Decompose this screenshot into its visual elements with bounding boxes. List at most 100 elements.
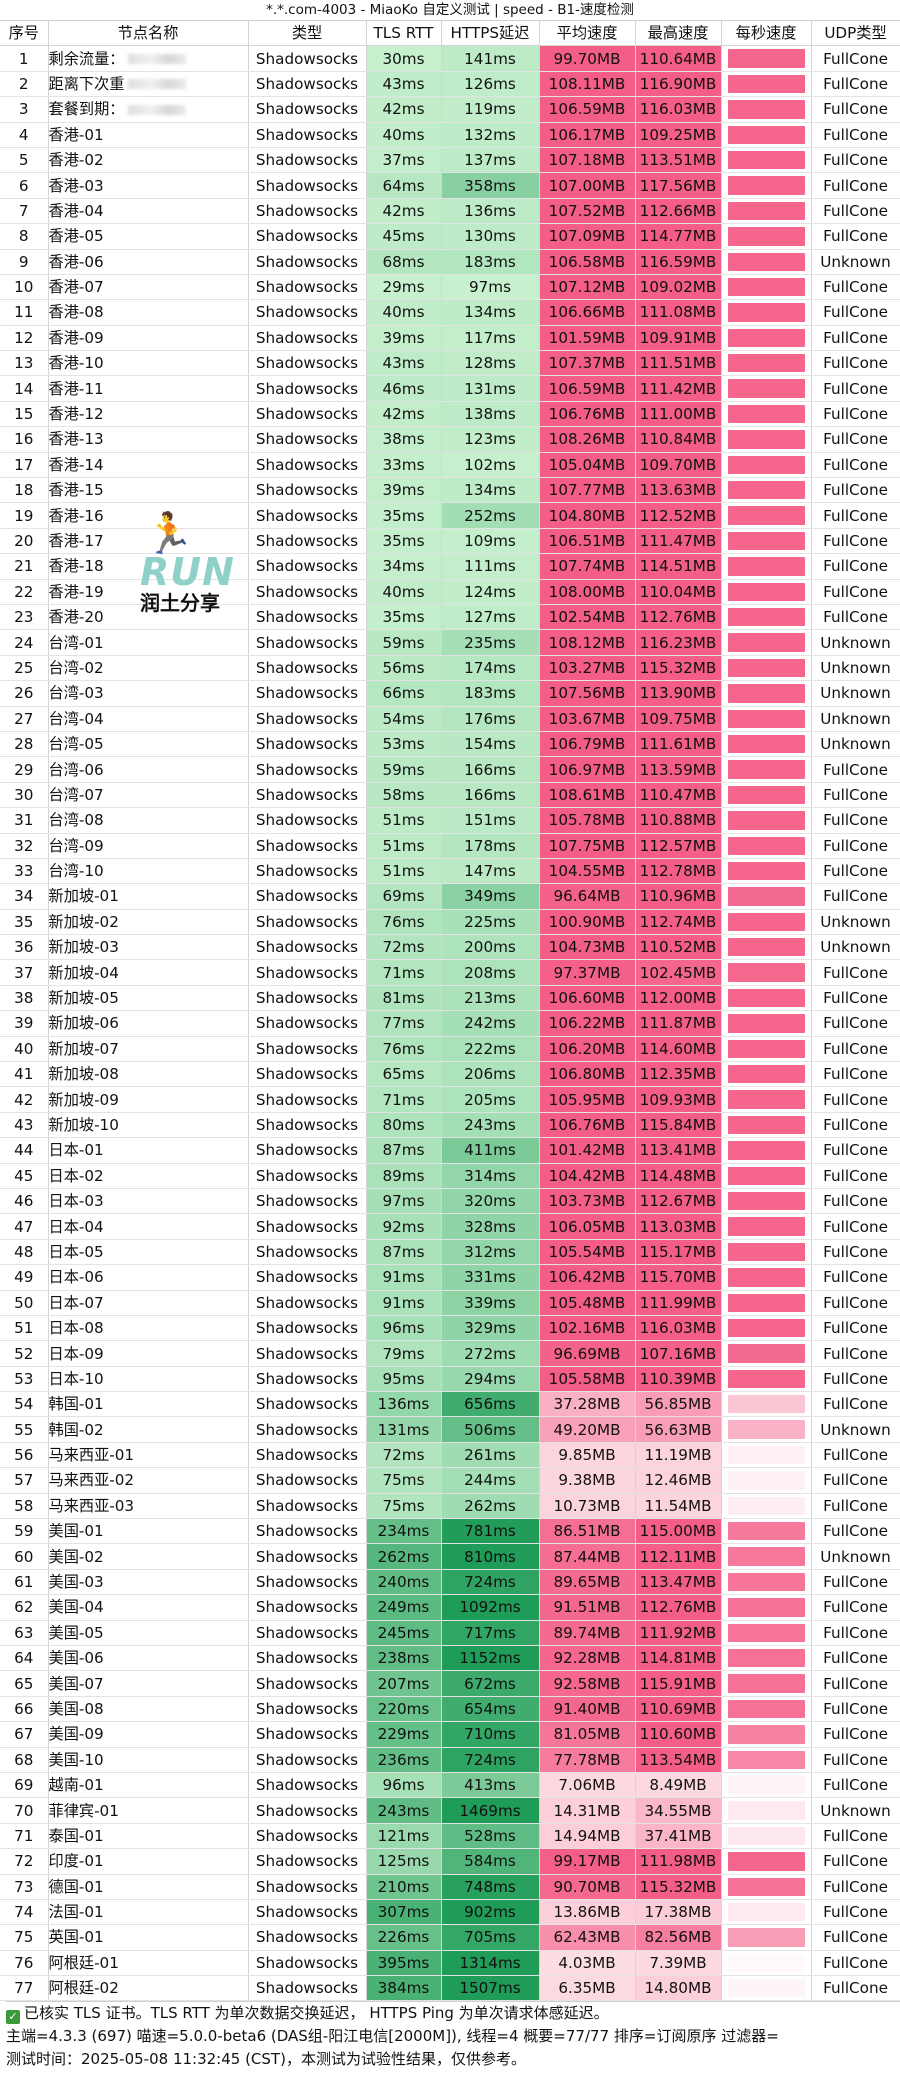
node-type-text: Shadowsocks <box>255 405 359 424</box>
table-row[interactable]: 41 新加坡-08 Shadowsocks 65ms 206ms 106.80MB 112.… <box>0 1061 900 1088</box>
table-row[interactable]: 29 台湾-06 Shadowsocks 59ms 166ms 106.97MB 113.5… <box>0 756 900 783</box>
table-row[interactable]: 52 日本-09 Shadowsocks 79ms 272ms 96.69MB 107.16… <box>0 1340 900 1367</box>
column-header[interactable]: 类型 <box>248 21 367 47</box>
table-row[interactable]: 31 台湾-08 Shadowsocks 51ms 151ms 105.78MB 110.8… <box>0 807 900 834</box>
table-row[interactable]: 57 马来西亚-02 Shadowsocks 75ms 244ms 9.38MB 12.46… <box>0 1467 900 1494</box>
column-header[interactable]: TLS RTT <box>366 21 442 47</box>
node-name-text: 新加坡-06 <box>48 1014 119 1033</box>
table-row[interactable]: 37 新加坡-04 Shadowsocks 71ms 208ms 97.37MB 102.4… <box>0 959 900 986</box>
table-row[interactable]: 50 日本-07 Shadowsocks 91ms 339ms 105.48MB 111.9… <box>0 1290 900 1316</box>
column-header[interactable]: HTTPS延迟 <box>441 21 540 47</box>
table-row[interactable]: 77 阿根廷-02 Shadowsocks 384ms 1507ms 6.35MB 14.8… <box>0 1975 900 2002</box>
table-row[interactable]: 17 香港-14 Shadowsocks 33ms 102ms 105.04MB 109.7… <box>0 452 900 479</box>
table-row[interactable]: 8 香港-05 Shadowsocks 45ms 130ms 107.09MB 114.77… <box>0 223 900 250</box>
table-row[interactable]: 56 马来西亚-01 Shadowsocks 72ms 261ms 9.85MB 11.19… <box>0 1442 900 1469</box>
table-row[interactable]: 69 越南-01 Shadowsocks 96ms 413ms 7.06MB 8.49MB F… <box>0 1772 900 1799</box>
row-index: 2 <box>0 71 49 98</box>
https-latency-text: 117ms <box>464 328 516 347</box>
table-row[interactable]: 49 日本-06 Shadowsocks 91ms 331ms 106.42MB 115.7… <box>0 1264 900 1291</box>
table-row[interactable]: 10 香港-07 Shadowsocks 29ms 97ms 107.12MB 109.02… <box>0 274 900 301</box>
table-row[interactable]: 75 英国-01 Shadowsocks 226ms 705ms 62.43MB 82.56… <box>0 1924 900 1951</box>
table-row[interactable]: 32 台湾-09 Shadowsocks 51ms 178ms 107.75MB 112.5… <box>0 833 900 859</box>
table-row[interactable]: 38 新加坡-05 Shadowsocks 81ms 213ms 106.60MB 112.… <box>0 985 900 1012</box>
table-row[interactable]: 68 美国-10 Shadowsocks 236ms 724ms 77.78MB 113.5… <box>0 1747 900 1773</box>
column-header[interactable]: 平均速度 <box>539 21 636 47</box>
udp-type: FullCone <box>811 1188 900 1215</box>
table-row[interactable]: 43 新加坡-10 Shadowsocks 80ms 243ms 106.76MB 115.… <box>0 1112 900 1139</box>
table-row[interactable]: 62 美国-04 Shadowsocks 249ms 1092ms 91.51MB 112.… <box>0 1594 900 1621</box>
table-row[interactable]: 73 德国-01 Shadowsocks 210ms 748ms 90.70MB 115.3… <box>0 1874 900 1900</box>
column-header[interactable]: 最高速度 <box>635 21 722 47</box>
table-row[interactable]: 15 香港-12 Shadowsocks 42ms 138ms 106.76MB 111.0… <box>0 401 900 428</box>
table-row[interactable]: 48 日本-05 Shadowsocks 87ms 312ms 105.54MB 115.1… <box>0 1239 900 1266</box>
https-latency: 131ms <box>441 375 540 402</box>
table-row[interactable]: 2 距离下次重 Shadowsocks 43ms 126ms 108.11MB 116.90… <box>0 71 900 98</box>
table-row[interactable]: 19 香港-16 Shadowsocks 35ms 252ms 104.80MB 112.5… <box>0 502 900 529</box>
table-row[interactable]: 33 台湾-10 Shadowsocks 51ms 147ms 104.55MB 112.7… <box>0 858 900 885</box>
table-row[interactable]: 22 香港-19 Shadowsocks 40ms 124ms 108.00MB 110.0… <box>0 579 900 605</box>
table-row[interactable]: 4 香港-01 Shadowsocks 40ms 132ms 106.17MB 109.25… <box>0 122 900 148</box>
column-header[interactable]: 序号 <box>0 21 49 47</box>
table-row[interactable]: 27 台湾-04 Shadowsocks 54ms 176ms 103.67MB 109.7… <box>0 706 900 732</box>
table-row[interactable]: 26 台湾-03 Shadowsocks 66ms 183ms 107.56MB 113.9… <box>0 680 900 707</box>
table-row[interactable]: 30 台湾-07 Shadowsocks 58ms 166ms 108.61MB 110.4… <box>0 782 900 809</box>
table-row[interactable]: 72 印度-01 Shadowsocks 125ms 584ms 99.17MB 111.9… <box>0 1848 900 1875</box>
column-header[interactable]: UDP类型 <box>811 21 900 47</box>
table-row[interactable]: 24 台湾-01 Shadowsocks 59ms 235ms 108.12MB 116.2… <box>0 629 900 656</box>
table-row[interactable]: 66 美国-08 Shadowsocks 220ms 654ms 91.40MB 110.6… <box>0 1696 900 1723</box>
tls-rtt: 79ms <box>366 1340 442 1367</box>
column-header[interactable]: 每秒速度 <box>721 21 812 47</box>
table-row[interactable]: 60 美国-02 Shadowsocks 262ms 810ms 87.44MB 112.1… <box>0 1543 900 1570</box>
table-row[interactable]: 42 新加坡-09 Shadowsocks 71ms 205ms 105.95MB 109.… <box>0 1086 900 1113</box>
node-type-text: Shadowsocks <box>255 176 359 195</box>
node-type-text: Shadowsocks <box>255 1090 359 1109</box>
table-row[interactable]: 65 美国-07 Shadowsocks 207ms 672ms 92.58MB 115.9… <box>0 1670 900 1697</box>
avg-speed-text: 106.51MB <box>548 532 626 550</box>
table-row[interactable]: 35 新加坡-02 Shadowsocks 76ms 225ms 100.90MB 112.… <box>0 909 900 936</box>
table-row[interactable]: 46 日本-03 Shadowsocks 97ms 320ms 103.73MB 112.6… <box>0 1188 900 1215</box>
udp-type-text: FullCone <box>823 1471 888 1490</box>
table-row[interactable]: 64 美国-06 Shadowsocks 238ms 1152ms 92.28MB 114.… <box>0 1645 900 1672</box>
table-row[interactable]: 6 香港-03 Shadowsocks 64ms 358ms 107.00MB 117.56… <box>0 172 900 199</box>
table-row[interactable]: 28 台湾-05 Shadowsocks 53ms 154ms 106.79MB 111.6… <box>0 731 900 758</box>
table-row[interactable]: 18 香港-15 Shadowsocks 39ms 134ms 107.77MB 113.6… <box>0 477 900 504</box>
table-row[interactable]: 9 香港-06 Shadowsocks 68ms 183ms 106.58MB 116.59… <box>0 249 900 275</box>
table-row[interactable]: 13 香港-10 Shadowsocks 43ms 128ms 107.37MB 111.5… <box>0 350 900 377</box>
table-row[interactable]: 34 新加坡-01 Shadowsocks 69ms 349ms 96.64MB 110.9… <box>0 883 900 910</box>
table-row[interactable]: 61 美国-03 Shadowsocks 240ms 724ms 89.65MB 113.4… <box>0 1569 900 1596</box>
table-row[interactable]: 7 香港-04 Shadowsocks 42ms 136ms 107.52MB 112.66… <box>0 198 900 225</box>
table-row[interactable]: 54 韩国-01 Shadowsocks 136ms 656ms 37.28MB 56.85… <box>0 1391 900 1418</box>
table-row[interactable]: 16 香港-13 Shadowsocks 38ms 123ms 108.26MB 110.8… <box>0 426 900 453</box>
table-row[interactable]: 12 香港-09 Shadowsocks 39ms 117ms 101.59MB 109.9… <box>0 325 900 352</box>
table-row[interactable]: 20 香港-17 Shadowsocks 35ms 109ms 106.51MB 111.4… <box>0 528 900 555</box>
table-row[interactable]: 1 剩余流量： Shadowsocks 30ms 141ms 99.70MB 110.64M… <box>0 45 900 72</box>
table-row[interactable]: 59 美国-01 Shadowsocks 234ms 781ms 86.51MB 115.0… <box>0 1518 900 1545</box>
table-row[interactable]: 76 阿根廷-01 Shadowsocks 395ms 1314ms 4.03MB 7.39… <box>0 1950 900 1977</box>
table-row[interactable]: 23 香港-20 Shadowsocks 35ms 127ms 102.54MB 112.7… <box>0 604 900 631</box>
table-row[interactable]: 39 新加坡-06 Shadowsocks 77ms 242ms 106.22MB 111.… <box>0 1010 900 1037</box>
table-row[interactable]: 40 新加坡-07 Shadowsocks 76ms 222ms 106.20MB 114.… <box>0 1036 900 1063</box>
table-row[interactable]: 58 马来西亚-03 Shadowsocks 75ms 262ms 10.73MB 11.5… <box>0 1493 900 1520</box>
table-row[interactable]: 3 套餐到期： Shadowsocks 42ms 119ms 106.59MB 116.03… <box>0 96 900 123</box>
row-index: 56 <box>0 1442 49 1469</box>
table-row[interactable]: 53 日本-10 Shadowsocks 95ms 294ms 105.58MB 110.3… <box>0 1366 900 1393</box>
node-type: Shadowsocks <box>248 1874 367 1900</box>
table-row[interactable]: 11 香港-08 Shadowsocks 40ms 134ms 106.66MB 111.0… <box>0 299 900 326</box>
table-row[interactable]: 70 菲律宾-01 Shadowsocks 243ms 1469ms 14.31MB 34.… <box>0 1797 900 1824</box>
table-row[interactable]: 5 香港-02 Shadowsocks 37ms 137ms 107.18MB 113.51… <box>0 147 900 174</box>
table-row[interactable]: 14 香港-11 Shadowsocks 46ms 131ms 106.59MB 111.4… <box>0 375 900 402</box>
table-row[interactable]: 55 韩国-02 Shadowsocks 131ms 506ms 49.20MB 56.63… <box>0 1416 900 1443</box>
table-row[interactable]: 45 日本-02 Shadowsocks 89ms 314ms 104.42MB 114.4… <box>0 1163 900 1189</box>
table-row[interactable]: 21 香港-18 Shadowsocks 34ms 111ms 107.74MB 114.5… <box>0 553 900 580</box>
table-row[interactable]: 47 日本-04 Shadowsocks 92ms 328ms 106.05MB 113.0… <box>0 1213 900 1240</box>
table-row[interactable]: 51 日本-08 Shadowsocks 96ms 329ms 102.16MB 116.0… <box>0 1315 900 1342</box>
table-row[interactable]: 25 台湾-02 Shadowsocks 56ms 174ms 103.27MB 115.3… <box>0 655 900 682</box>
table-row[interactable]: 63 美国-05 Shadowsocks 245ms 717ms 89.74MB 111.9… <box>0 1620 900 1647</box>
table-row[interactable]: 44 日本-01 Shadowsocks 87ms 411ms 101.42MB 113.4… <box>0 1137 900 1164</box>
column-header[interactable]: 节点名称 <box>48 21 249 47</box>
table-row[interactable]: 36 新加坡-03 Shadowsocks 72ms 200ms 104.73MB 110.… <box>0 934 900 961</box>
table-row[interactable]: 67 美国-09 Shadowsocks 229ms 710ms 81.05MB 110.6… <box>0 1721 900 1748</box>
row-index-text: 12 <box>14 328 34 347</box>
table-row[interactable]: 74 法国-01 Shadowsocks 307ms 902ms 13.86MB 17.38… <box>0 1899 900 1926</box>
table-row[interactable]: 71 泰国-01 Shadowsocks 121ms 528ms 14.94MB 37.41… <box>0 1823 900 1850</box>
